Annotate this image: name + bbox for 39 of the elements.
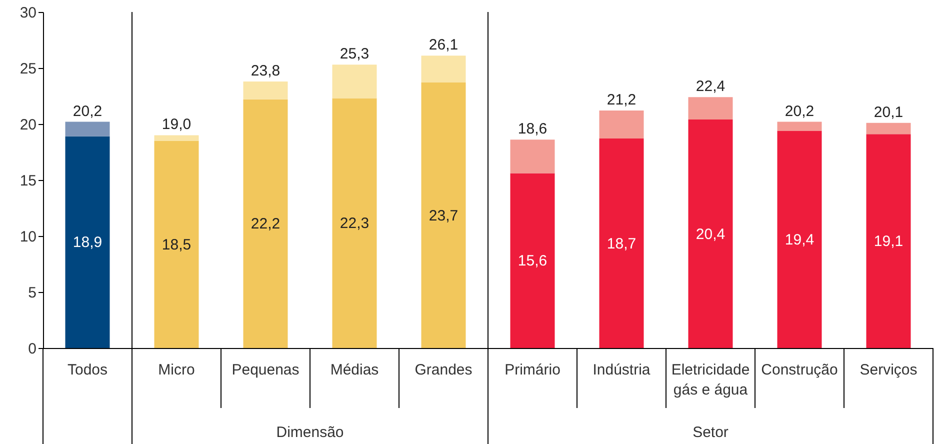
total-label: 26,1 (428, 36, 458, 54)
data-label: 18,7 (606, 235, 636, 252)
total-label: 20,2 (784, 102, 814, 120)
total-label: 23,8 (250, 62, 280, 80)
total-label: 18,6 (518, 120, 548, 138)
x-tick-label: Pequenas (232, 362, 300, 378)
x-tick-label: Construção (761, 362, 838, 378)
x-tick-label: Eletricidade gás e água (671, 362, 750, 398)
text: Dimensão (276, 424, 344, 441)
data-label: 22,2 (250, 216, 280, 233)
data-label: 15,6 (518, 252, 548, 270)
data-label: 19,4 (784, 231, 814, 248)
y-tick-label: 30 (20, 4, 36, 22)
data-label: 20,4 (696, 226, 726, 243)
x-tick-label: Médias (330, 362, 379, 378)
data-label: 23,7 (428, 207, 458, 224)
data-label: 18,9 (72, 234, 102, 252)
y-tick-label: 0 (28, 340, 36, 358)
x-tick-label: Serviços (860, 362, 918, 378)
y-tick-label: 25 (20, 60, 36, 78)
y-tick-label: 5 (28, 284, 36, 302)
total-label: 25,3 (340, 46, 370, 63)
data-label: 18,5 (162, 236, 192, 254)
total-label: 20,2 (72, 102, 102, 120)
x-tick-label: Primário (504, 362, 560, 378)
x-tick-label: Micro (158, 362, 195, 378)
total-label: 20,1 (874, 104, 904, 121)
data-label: 19,1 (874, 233, 904, 250)
y-tick-label: 20 (20, 116, 36, 134)
data-label: 22,3 (340, 215, 370, 232)
total-label: 19,0 (162, 116, 192, 134)
total-label: 22,4 (696, 78, 726, 96)
text: Setor (692, 424, 728, 441)
x-tick-label: Grandes (414, 362, 472, 378)
total-label: 21,2 (606, 92, 636, 109)
x-tick-label: Todos (67, 362, 108, 378)
x-tick-label: Indústria (592, 362, 651, 378)
y-tick-label: 15 (20, 172, 36, 190)
y-tick-label: 10 (20, 228, 36, 246)
